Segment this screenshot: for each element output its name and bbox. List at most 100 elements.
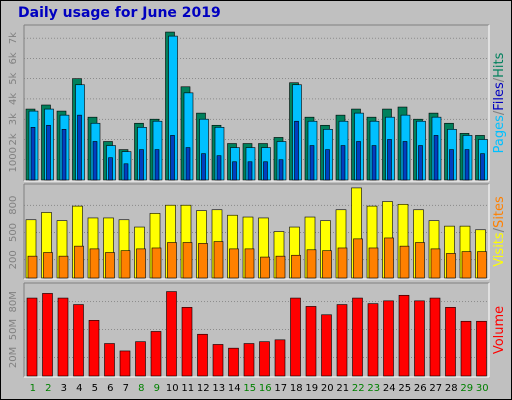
volume-bar xyxy=(73,304,84,377)
volume-axis-label: Volume xyxy=(492,306,507,354)
visits-axis-label: Visits/Sites xyxy=(492,196,507,267)
hits-axis-label: Pages/Files/Hits xyxy=(492,52,507,153)
axis-label-part: Volume xyxy=(492,306,507,354)
sites-bar xyxy=(89,248,100,279)
x-tick-label: 7 xyxy=(123,383,129,394)
hits-y-tick-label: 1000 xyxy=(8,147,19,172)
pages-bar xyxy=(30,127,36,181)
volume-y-tick-label: 50M xyxy=(8,319,19,340)
sites-bar xyxy=(415,242,425,279)
pages-bar xyxy=(154,149,160,181)
sites-bar xyxy=(384,237,394,279)
volume-bar xyxy=(181,307,193,377)
pages-bar xyxy=(402,141,408,181)
sites-bar xyxy=(229,248,239,279)
pages-bar xyxy=(278,159,284,181)
sites-bar xyxy=(43,252,53,279)
volume-bar xyxy=(259,341,270,377)
volume-bar xyxy=(150,331,162,377)
volume-bar xyxy=(398,294,410,377)
sites-bar xyxy=(306,249,317,279)
sites-bar xyxy=(120,250,131,279)
pages-bar xyxy=(418,145,423,181)
volume-bar xyxy=(414,300,425,377)
x-tick-label: 27 xyxy=(429,383,442,394)
volume-bar xyxy=(26,297,38,377)
pages-bar xyxy=(92,141,98,181)
volume-bar xyxy=(57,297,69,377)
hits-y-tick-label: 6k xyxy=(8,52,19,64)
volume-bar xyxy=(429,297,441,377)
pages-bar xyxy=(340,145,346,181)
volume-y-tick-label: 20M xyxy=(8,347,19,368)
x-tick-label: 11 xyxy=(181,383,194,394)
x-tick-label: 19 xyxy=(305,383,318,394)
axis-label-part: / xyxy=(492,77,507,82)
visits-y-tick-label: 200 xyxy=(8,250,19,269)
sites-bar xyxy=(151,247,162,279)
pages-bar xyxy=(139,149,144,181)
x-tick-label: 10 xyxy=(166,383,179,394)
sites-bar xyxy=(260,256,270,279)
x-tick-label: 1 xyxy=(30,383,36,394)
pages-bar xyxy=(170,135,175,181)
volume-bar xyxy=(460,320,472,377)
pages-bar xyxy=(108,157,113,181)
sites-bar xyxy=(477,251,487,279)
volume-bar xyxy=(166,291,177,377)
sites-bar xyxy=(167,242,177,279)
sites-bar xyxy=(399,245,410,279)
axis-label-part: Visits xyxy=(492,232,507,267)
x-tick-label: 17 xyxy=(274,383,287,394)
pages-bar xyxy=(325,149,330,181)
pages-bar xyxy=(247,161,253,181)
sites-bar xyxy=(430,248,441,279)
pages-bar xyxy=(263,161,268,181)
hits-y-tick-label: 3k xyxy=(8,113,19,125)
sites-bar xyxy=(446,253,456,279)
axis-label-part: / xyxy=(492,110,507,115)
volume-bar xyxy=(367,303,379,377)
sites-bar xyxy=(27,255,38,279)
sites-bar xyxy=(353,238,363,279)
volume-bar xyxy=(212,344,224,377)
sites-bar xyxy=(322,250,332,279)
sites-bar xyxy=(136,248,146,279)
pages-bar xyxy=(480,153,485,181)
volume-bar xyxy=(135,341,146,377)
pages-bar xyxy=(232,161,237,181)
hits-y-tick-label: 4k xyxy=(8,93,19,105)
x-tick-label: 5 xyxy=(92,383,98,394)
x-tick-label: 20 xyxy=(321,383,334,394)
hits-y-tick-label: 2k xyxy=(8,133,19,145)
sites-bar xyxy=(198,243,208,279)
axis-label-part: Hits xyxy=(492,52,507,77)
x-tick-label: 9 xyxy=(154,383,160,394)
sites-bar xyxy=(337,247,348,279)
sites-bar xyxy=(291,254,301,279)
pages-bar xyxy=(356,141,361,181)
pages-bar xyxy=(387,139,392,181)
pages-bar xyxy=(77,114,82,181)
x-tick-label: 30 xyxy=(476,383,489,394)
pages-bar xyxy=(123,163,129,181)
sites-bar xyxy=(105,252,115,279)
x-tick-label: 12 xyxy=(197,383,210,394)
pages-bar xyxy=(61,129,67,181)
x-tick-label: 6 xyxy=(107,383,113,394)
x-tick-label: 29 xyxy=(460,383,473,394)
x-tick-label: 2 xyxy=(45,383,51,394)
sites-bar xyxy=(244,248,255,279)
x-tick-label: 25 xyxy=(398,383,411,394)
visits-y-tick-label: 500 xyxy=(8,223,19,242)
x-tick-label: 3 xyxy=(61,383,67,394)
volume-bar xyxy=(228,347,239,377)
volume-bar xyxy=(42,293,53,377)
axis-label-part: Sites xyxy=(492,196,507,228)
x-tick-label: 21 xyxy=(336,383,349,394)
axis-label-part: / xyxy=(492,227,507,232)
volume-bar xyxy=(321,314,332,377)
sites-bar xyxy=(461,251,472,279)
